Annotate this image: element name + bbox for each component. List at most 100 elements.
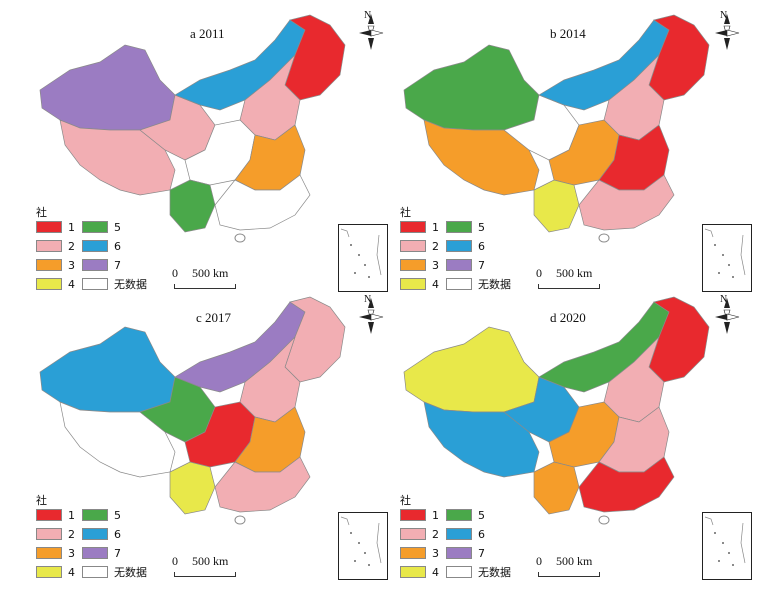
legend-swatch bbox=[82, 509, 108, 521]
legend-label: 1 bbox=[432, 508, 439, 522]
china-map bbox=[39, 296, 346, 525]
legend-label: 5 bbox=[478, 508, 485, 522]
legend-swatch bbox=[446, 278, 472, 290]
south-china-sea-inset bbox=[338, 512, 388, 580]
north-arrow-icon: N bbox=[356, 294, 386, 336]
legend-swatch bbox=[446, 221, 472, 233]
legend-label: 7 bbox=[478, 258, 485, 272]
legend-label: 4 bbox=[432, 565, 439, 579]
south-china-sea-inset bbox=[702, 512, 752, 580]
legend-item: 3 bbox=[400, 546, 439, 560]
legend-item: 5 bbox=[82, 508, 121, 522]
panel-title: d 2020 bbox=[550, 310, 586, 325]
region-yn bbox=[533, 461, 580, 515]
legend-label: 1 bbox=[68, 220, 75, 234]
region-south bbox=[214, 174, 311, 231]
china-map bbox=[403, 14, 710, 243]
legend-item: 无数据 bbox=[82, 277, 147, 291]
legend-swatch bbox=[36, 240, 62, 252]
scale-zero: 0 bbox=[536, 554, 542, 568]
legend-swatch bbox=[400, 278, 426, 290]
legend-item: 1 bbox=[36, 508, 75, 522]
region-ne bbox=[648, 14, 710, 101]
south-china-sea-inset bbox=[702, 224, 752, 292]
scale-label: 500 km bbox=[192, 554, 229, 568]
legend-item: 4 bbox=[400, 565, 439, 579]
scale-zero: 0 bbox=[536, 266, 542, 280]
legend-swatch bbox=[446, 240, 472, 252]
legend-swatch bbox=[400, 509, 426, 521]
legend-item: 6 bbox=[446, 527, 485, 541]
legend-swatch bbox=[36, 547, 62, 559]
legend-label: 6 bbox=[114, 239, 121, 253]
legend-swatch bbox=[36, 278, 62, 290]
legend-label: 5 bbox=[478, 220, 485, 234]
legend-swatch bbox=[36, 221, 62, 233]
panel-b: b 2014 N 社区1234567无数据0500 km bbox=[364, 0, 754, 294]
legend-swatch bbox=[400, 240, 426, 252]
legend-label: 2 bbox=[68, 239, 75, 253]
legend-item: 无数据 bbox=[446, 277, 511, 291]
scale-label: 500 km bbox=[556, 554, 593, 568]
region-yn bbox=[533, 179, 580, 233]
legend-label: 5 bbox=[114, 508, 121, 522]
legend-swatch bbox=[36, 259, 62, 271]
legend-item: 7 bbox=[82, 258, 121, 272]
scale-label: 500 km bbox=[192, 266, 229, 280]
north-arrow-icon: N bbox=[712, 10, 742, 52]
legend-item: 7 bbox=[82, 546, 121, 560]
legend-item: 4 bbox=[400, 277, 439, 291]
legend-item: 3 bbox=[36, 546, 75, 560]
legend-swatch bbox=[82, 240, 108, 252]
panel-title: c 2017 bbox=[196, 310, 232, 325]
south-china-sea-inset bbox=[338, 224, 388, 292]
legend-label: 3 bbox=[68, 258, 75, 272]
legend-label: 4 bbox=[68, 277, 75, 291]
legend-label: 1 bbox=[68, 508, 75, 522]
hainan-island bbox=[598, 233, 610, 243]
scale-zero: 0 bbox=[172, 266, 178, 280]
legend-label: 无数据 bbox=[478, 278, 511, 291]
legend-label: 7 bbox=[114, 258, 121, 272]
legend-label: 3 bbox=[432, 546, 439, 560]
scale-label: 500 km bbox=[556, 266, 593, 280]
region-south bbox=[578, 174, 675, 231]
panel-d: d 2020 N 社区1234567无数据0500 km bbox=[364, 294, 754, 588]
china-map bbox=[39, 14, 346, 243]
legend-label: 无数据 bbox=[114, 566, 147, 579]
legend-swatch bbox=[400, 566, 426, 578]
legend-item: 4 bbox=[36, 277, 75, 291]
legend-swatch bbox=[446, 509, 472, 521]
legend-label: 3 bbox=[68, 546, 75, 560]
legend-item: 2 bbox=[400, 239, 439, 253]
region-xj bbox=[403, 326, 540, 413]
legend-label: 无数据 bbox=[114, 278, 147, 291]
region-xj bbox=[403, 44, 540, 131]
legend-label: 6 bbox=[114, 527, 121, 541]
panel-title: a 2011 bbox=[190, 26, 225, 41]
legend-item: 4 bbox=[36, 565, 75, 579]
legend-item: 5 bbox=[82, 220, 121, 234]
legend-label: 1 bbox=[432, 220, 439, 234]
legend-swatch bbox=[36, 528, 62, 540]
north-label: N bbox=[720, 294, 728, 305]
legend-item: 5 bbox=[446, 220, 485, 234]
scale-line bbox=[174, 284, 236, 289]
legend-item: 1 bbox=[400, 508, 439, 522]
legend-swatch bbox=[82, 547, 108, 559]
panel-title: b 2014 bbox=[550, 26, 586, 41]
legend-swatch bbox=[446, 528, 472, 540]
panel-a: a 2011 N 社区1234567无数据0500 km bbox=[0, 0, 390, 294]
legend-swatch bbox=[400, 547, 426, 559]
region-south bbox=[578, 456, 675, 513]
legend-item: 无数据 bbox=[82, 565, 147, 579]
legend-label: 6 bbox=[478, 239, 485, 253]
legend-swatch bbox=[82, 278, 108, 290]
region-south bbox=[214, 456, 311, 513]
legend-label: 无数据 bbox=[478, 566, 511, 579]
legend-item: 1 bbox=[400, 220, 439, 234]
legend-item: 6 bbox=[446, 239, 485, 253]
legend-swatch bbox=[82, 528, 108, 540]
legend-label: 2 bbox=[432, 239, 439, 253]
